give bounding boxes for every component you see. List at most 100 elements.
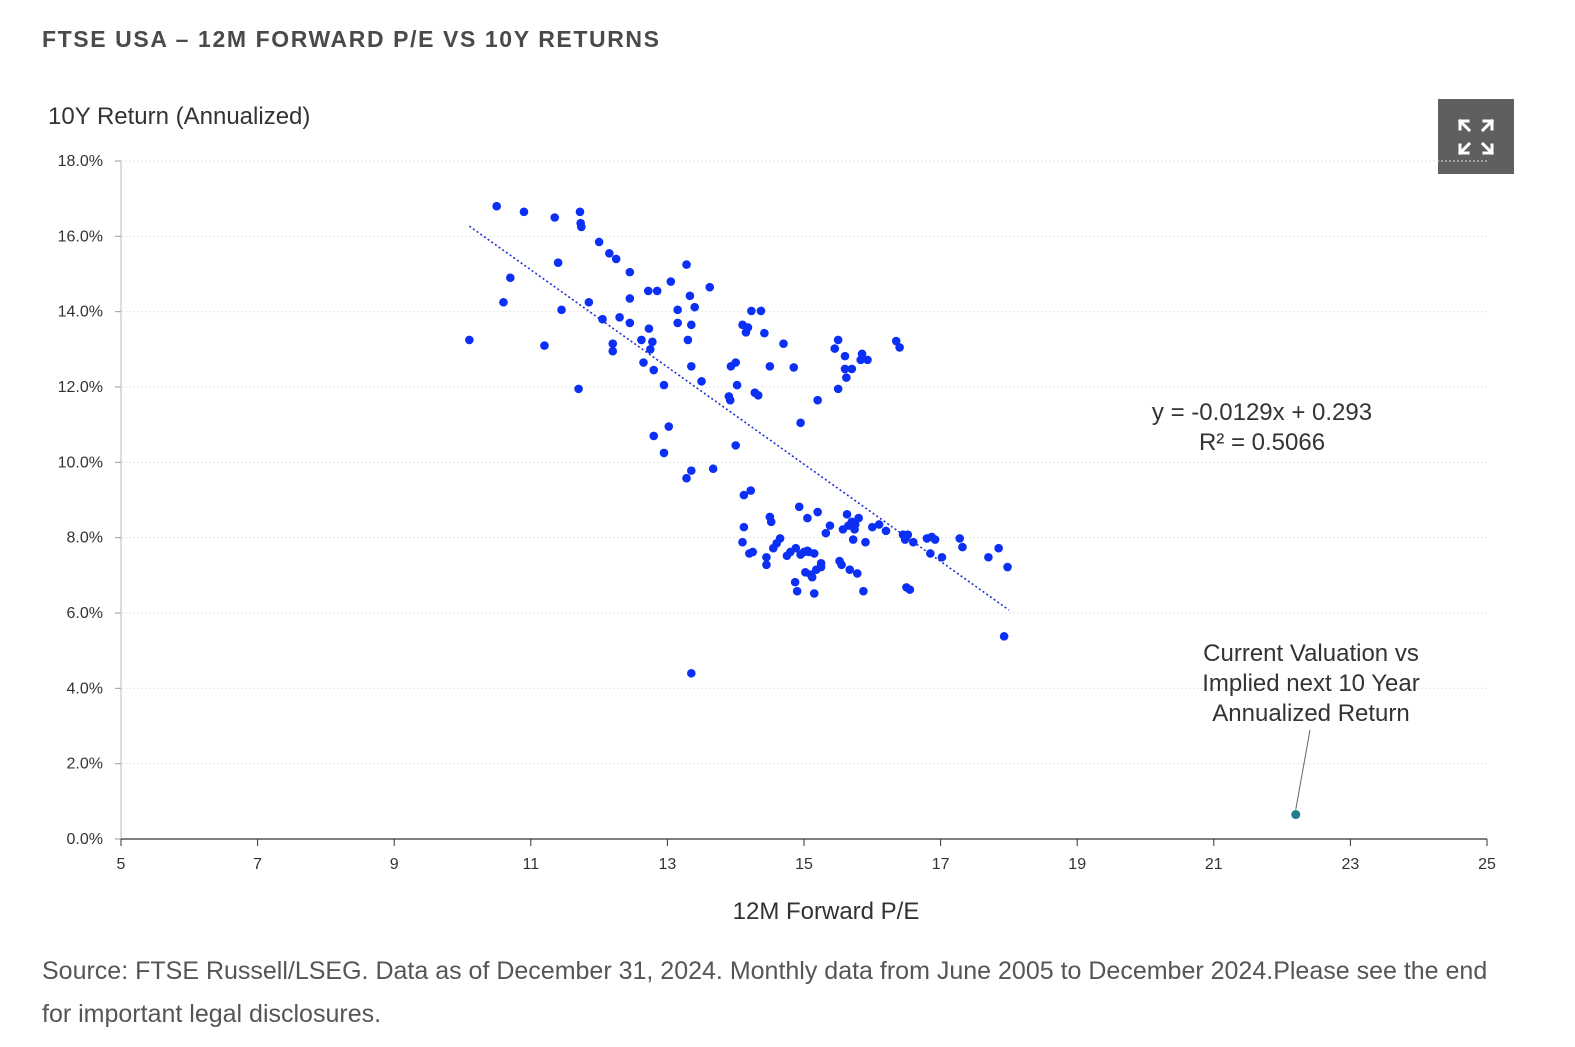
- x-tick-label: 23: [1342, 856, 1360, 873]
- x-tick-labels: 5 7 9 11 13 15 17 19 21 23 25: [117, 856, 1496, 873]
- data-point: [687, 466, 696, 475]
- data-point: [955, 534, 965, 543]
- data-point: [842, 510, 852, 519]
- data-point: [625, 267, 635, 277]
- data-point: [868, 522, 877, 532]
- data-point: [739, 490, 749, 500]
- x-tick-label: 17: [932, 856, 950, 873]
- data-point: [577, 222, 586, 232]
- data-point: [659, 380, 669, 390]
- data-point: [605, 248, 614, 258]
- data-point: [809, 549, 819, 558]
- data-point: [803, 513, 812, 523]
- data-point: [649, 365, 659, 375]
- data-point: [766, 517, 776, 527]
- data-point: [575, 207, 585, 217]
- y-tick-label: 16.0%: [58, 228, 103, 245]
- data-point: [687, 320, 696, 330]
- x-tick-label: 19: [1068, 856, 1086, 873]
- y-tick-label: 8.0%: [67, 530, 103, 547]
- data-point: [687, 668, 696, 678]
- y-tick-label: 12.0%: [58, 379, 103, 396]
- annotation-leader-line: [1295, 729, 1311, 810]
- data-point: [994, 543, 1003, 553]
- data-point: [666, 277, 676, 286]
- data-point: [891, 336, 901, 346]
- data-point: [792, 586, 802, 596]
- data-point: [881, 526, 891, 536]
- data-point: [958, 542, 967, 552]
- data-point: [611, 254, 621, 264]
- data-point: [999, 632, 1009, 641]
- data-point: [859, 586, 868, 596]
- data-point: [908, 537, 918, 547]
- data-point: [687, 361, 696, 371]
- data-point: [830, 344, 840, 353]
- y-tick-labels: 0.0% 2.0% 4.0% 6.0% 8.0% 10.0% 12.0% 14.0% 16.0%…: [58, 153, 103, 848]
- annotation-text-line: Annualized Return: [1212, 700, 1409, 727]
- trendline-equation: y = -0.0129x + 0.293: [1152, 399, 1372, 426]
- data-point: [984, 552, 993, 562]
- data-point: [850, 520, 860, 529]
- y-tick-label: 10.0%: [58, 454, 103, 471]
- data-point: [746, 486, 756, 495]
- data-point: [738, 537, 747, 547]
- chart-title: FTSE USA – 12M FORWARD P/E VS 10Y RETURN…: [42, 26, 661, 52]
- data-point: [747, 306, 756, 316]
- data-point: [760, 328, 769, 338]
- y-tick-label: 6.0%: [67, 605, 103, 622]
- data-point: [646, 345, 655, 354]
- data-point: [813, 395, 822, 405]
- data-point: [857, 349, 867, 359]
- y-tick-label: 4.0%: [67, 680, 103, 697]
- data-point: [762, 560, 771, 570]
- r-squared-label: R² = 0.5066: [1199, 429, 1325, 456]
- data-point: [813, 507, 822, 517]
- x-tick-label: 15: [795, 856, 813, 873]
- data-point: [732, 380, 742, 390]
- data-point: [837, 560, 846, 570]
- y-tick-label: 18.0%: [58, 153, 103, 170]
- y-tick-label: 0.0%: [67, 831, 103, 848]
- data-point: [697, 377, 706, 386]
- data-point: [682, 260, 691, 269]
- data-point: [796, 418, 805, 428]
- annotation-text-line: Implied next 10 Year: [1202, 670, 1420, 697]
- annotation-text-line: Current Valuation vs: [1203, 640, 1419, 667]
- data-point: [594, 237, 604, 247]
- data-point: [673, 305, 682, 315]
- data-point: [905, 585, 915, 594]
- data-point: [809, 589, 819, 598]
- axes: [115, 160, 1488, 846]
- source-note: Source: FTSE Russell/LSEG. Data as of De…: [42, 957, 1488, 1028]
- data-point: [492, 201, 501, 211]
- data-point: [615, 313, 624, 322]
- data-points: [465, 201, 1012, 678]
- data-point: [708, 464, 718, 474]
- data-point: [847, 364, 857, 374]
- data-point: [625, 294, 635, 303]
- data-point: [574, 384, 583, 394]
- data-point: [762, 552, 771, 562]
- data-point: [725, 395, 735, 405]
- data-point: [664, 422, 674, 431]
- x-tick-label: 11: [522, 856, 539, 873]
- data-point: [705, 282, 715, 292]
- data-point: [598, 314, 607, 324]
- data-point: [765, 361, 775, 371]
- data-point: [895, 343, 904, 352]
- data-point: [731, 358, 740, 367]
- data-point: [683, 335, 693, 345]
- x-tick-label: 13: [659, 856, 677, 873]
- data-point: [848, 535, 858, 544]
- data-point: [779, 339, 788, 348]
- data-point: [499, 297, 508, 307]
- data-point: [550, 213, 560, 222]
- data-point: [903, 530, 913, 539]
- data-point: [845, 565, 855, 574]
- data-point: [790, 577, 800, 587]
- data-point: [644, 324, 654, 333]
- data-point: [842, 373, 851, 382]
- data-point: [753, 390, 763, 400]
- data-point: [926, 549, 935, 558]
